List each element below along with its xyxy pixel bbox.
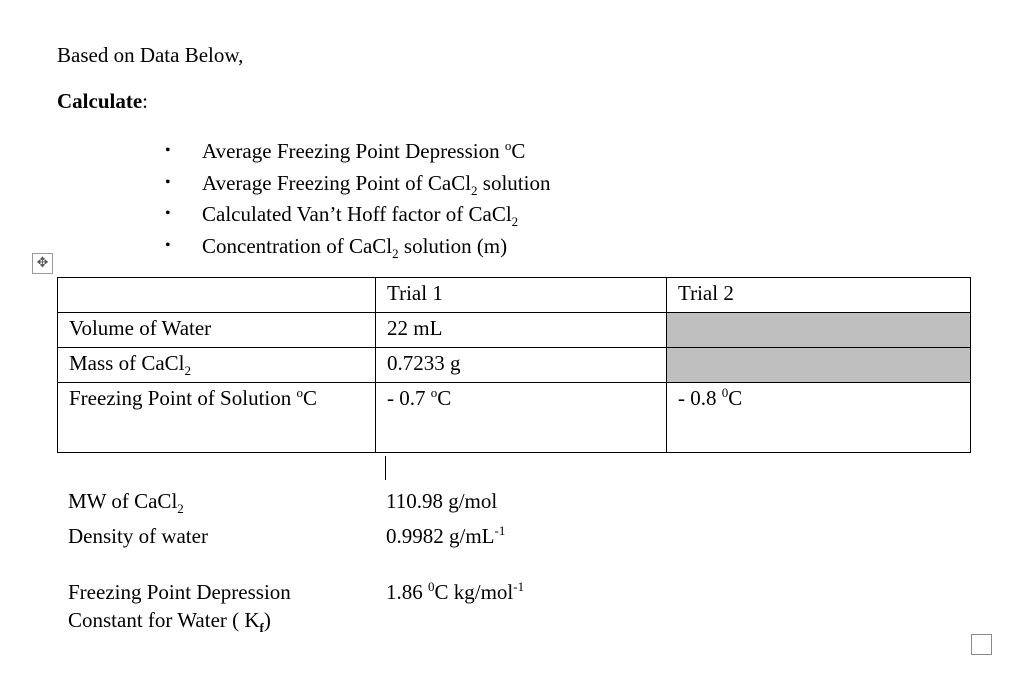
- calculate-label: Calculate: [57, 89, 143, 113]
- task-text: Concentration of CaCl: [202, 233, 393, 258]
- mw-value: 110.98 g/mol: [386, 489, 498, 513]
- fp-trial1-text: - 0.7: [387, 386, 431, 410]
- task-sup: o: [504, 138, 512, 153]
- intro-text: Based on Data Below,: [57, 43, 244, 67]
- mass-trial2-cell[interactable]: [666, 347, 971, 383]
- table-header-row: Trial 1 Trial 2: [57, 277, 971, 313]
- kf-value-sup2: -1: [513, 579, 525, 594]
- density-value-sup: -1: [494, 523, 506, 538]
- mw-label-text: MW of CaCl: [68, 489, 178, 513]
- fp-trial2-sup: 0: [721, 385, 729, 400]
- mass-label-text: Mass of CaCl: [69, 351, 185, 375]
- task-sub: 2: [511, 214, 519, 230]
- fp-trial1-after: C: [437, 386, 452, 410]
- resize-handle[interactable]: [971, 634, 992, 655]
- data-table: Trial 1 Trial 2 Volume of Water 22 mL Ma…: [57, 277, 971, 453]
- mass-label-sub: 2: [184, 363, 192, 379]
- kf-label-end: ): [263, 608, 271, 632]
- task-text: Average Freezing Point of CaCl: [202, 170, 472, 195]
- fp-trial1-sup: o: [430, 385, 438, 400]
- kf-label-line1: Freezing Point Depression: [68, 580, 291, 604]
- volume-label-cell[interactable]: Volume of Water: [57, 312, 376, 348]
- kf-label-sub: f: [259, 620, 264, 636]
- mw-label: MW of CaCl2: [68, 489, 184, 517]
- kf-label-text: Constant for Water ( K: [68, 608, 260, 632]
- table-row-mass: Mass of CaCl2 0.7233 g: [57, 347, 971, 383]
- fp-label-after: C: [303, 386, 318, 410]
- task-item-vant-hoff: • Calculated Van’t Hoff factor of CaCl2: [165, 201, 550, 233]
- table-row-freezing-point: Freezing Point of Solution oC - 0.7 oC -…: [57, 382, 971, 453]
- density-value-text: 0.9982 g/mL: [386, 524, 495, 548]
- kf-label-line2: Constant for Water ( Kf): [68, 608, 271, 636]
- mass-trial1-cell[interactable]: 0.7233 g: [375, 347, 667, 383]
- bullet-icon: •: [165, 142, 171, 159]
- task-text-after: solution (m): [398, 233, 508, 258]
- task-text-after: C: [511, 139, 526, 163]
- fp-trial1-cell[interactable]: - 0.7 oC: [375, 382, 667, 453]
- task-sub: 2: [471, 182, 478, 198]
- kf-value-sup: 0: [428, 579, 435, 594]
- mw-label-sub: 2: [177, 501, 184, 517]
- fp-label-cell[interactable]: Freezing Point of Solution oC: [57, 382, 376, 453]
- fp-trial2-text: - 0.8: [678, 386, 722, 410]
- table-move-handle-icon[interactable]: ✥: [32, 253, 53, 274]
- bullet-icon: •: [165, 173, 171, 191]
- table-header-cell[interactable]: [57, 277, 376, 313]
- bullet-icon: •: [165, 236, 171, 254]
- kf-value: 1.86 0C kg/mol-1: [386, 580, 524, 605]
- task-item-avg-freezing-point: • Average Freezing Point of CaCl2 solutio…: [165, 170, 550, 202]
- bullet-icon: •: [165, 205, 171, 222]
- density-label: Density of water: [68, 524, 208, 548]
- task-text: Average Freezing Point Depression: [202, 139, 505, 163]
- kf-value-after: C kg/mol: [434, 580, 514, 604]
- calculate-colon: :: [142, 89, 148, 113]
- volume-trial2-cell[interactable]: [666, 312, 971, 348]
- mass-label-cell[interactable]: Mass of CaCl2: [57, 347, 376, 383]
- task-item-avg-depression: • Average Freezing Point Depression oC: [165, 138, 550, 170]
- table-row-volume: Volume of Water 22 mL: [57, 312, 971, 348]
- task-text-after: solution: [477, 170, 551, 195]
- task-sub: 2: [392, 245, 399, 261]
- task-item-concentration: • Concentration of CaCl2 solution (m): [165, 233, 550, 265]
- fp-label-sup: o: [296, 385, 304, 400]
- table-header-cell[interactable]: Trial 2: [666, 277, 971, 313]
- density-value: 0.9982 g/mL-1: [386, 524, 505, 549]
- task-text: Calculated Van’t Hoff factor of CaCl: [202, 202, 512, 226]
- kf-value-text: 1.86: [386, 580, 428, 604]
- calculate-heading: Calculate:: [57, 89, 148, 114]
- fp-label-text: Freezing Point of Solution: [69, 386, 297, 410]
- fp-trial2-after: C: [728, 386, 743, 410]
- volume-trial1-cell[interactable]: 22 mL: [375, 312, 667, 348]
- text-cursor: [385, 456, 386, 480]
- table-header-cell[interactable]: Trial 1: [375, 277, 667, 313]
- fp-trial2-cell[interactable]: - 0.8 0C: [666, 382, 971, 453]
- task-list: • Average Freezing Point Depression oC • A…: [165, 138, 550, 264]
